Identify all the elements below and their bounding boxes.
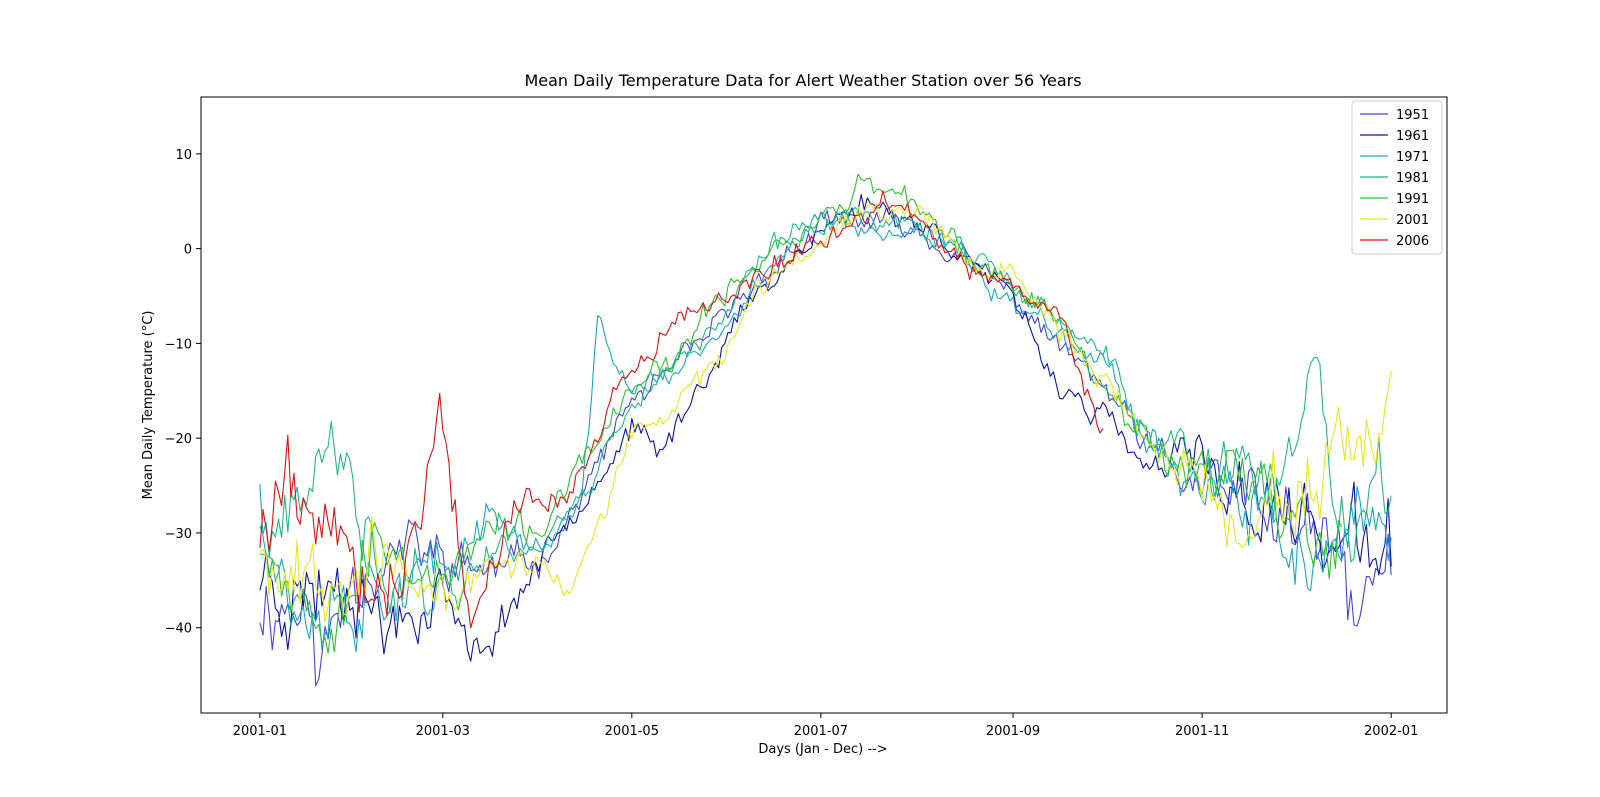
legend-item-1961: 1961 — [1360, 129, 1429, 144]
x-tick-label: 2001-07 — [794, 724, 848, 739]
legend-label: 1981 — [1396, 171, 1429, 186]
x-tick-label: 2001-09 — [986, 724, 1040, 739]
x-tick-label: 2001-01 — [233, 724, 287, 739]
x-axis: 2001-01 2001-03 2001-05 2001-07 2001-09 2001-… — [233, 713, 1418, 739]
legend-box — [1351, 100, 1443, 255]
y-axis: 10 0 −10 −20 −30 −40 — [165, 148, 201, 637]
legend-label: 1991 — [1396, 192, 1429, 207]
y-tick-label: −20 — [165, 432, 192, 447]
series-line-1991 — [259, 173, 1343, 654]
y-tick-label: −40 — [165, 622, 192, 637]
legend: 1951 1961 1971 1981 1991 2001 2006 — [1351, 100, 1443, 255]
x-tick-label: 2001-11 — [1175, 724, 1229, 739]
x-tick-label: 2001-05 — [605, 724, 659, 739]
legend-item-1981: 1981 — [1360, 171, 1429, 186]
x-axis-label: Days (Jan - Dec) --> — [758, 742, 887, 757]
x-tick-label: 2002-01 — [1364, 724, 1418, 739]
legend-item-1971: 1971 — [1360, 150, 1429, 165]
y-axis-label: Mean Daily Temperature (°C) — [141, 311, 156, 500]
y-tick-label: −30 — [165, 527, 192, 542]
y-tick-label: 10 — [175, 148, 192, 163]
y-tick-label: −10 — [165, 337, 192, 352]
y-tick-label: 0 — [184, 243, 192, 258]
series-line-1981 — [259, 206, 1392, 621]
legend-item-2006: 2006 — [1360, 234, 1429, 249]
series-line-1951 — [259, 208, 1392, 687]
legend-item-1951: 1951 — [1360, 108, 1429, 123]
legend-label: 1961 — [1396, 129, 1429, 144]
chart-title: Mean Daily Temperature Data for Alert We… — [524, 71, 1081, 90]
series-line-2001 — [259, 203, 1392, 623]
x-tick-label: 2001-03 — [416, 724, 470, 739]
legend-label: 1971 — [1396, 150, 1429, 165]
legend-item-1991: 1991 — [1360, 192, 1429, 207]
legend-label: 2006 — [1396, 234, 1429, 249]
legend-item-2001: 2001 — [1360, 213, 1429, 228]
plot-area — [259, 173, 1392, 687]
plot-frame — [200, 96, 1448, 714]
legend-label: 1951 — [1396, 108, 1429, 123]
series-line-1961 — [259, 194, 1392, 662]
series-line-2006 — [259, 190, 1104, 629]
legend-label: 2001 — [1396, 213, 1429, 228]
